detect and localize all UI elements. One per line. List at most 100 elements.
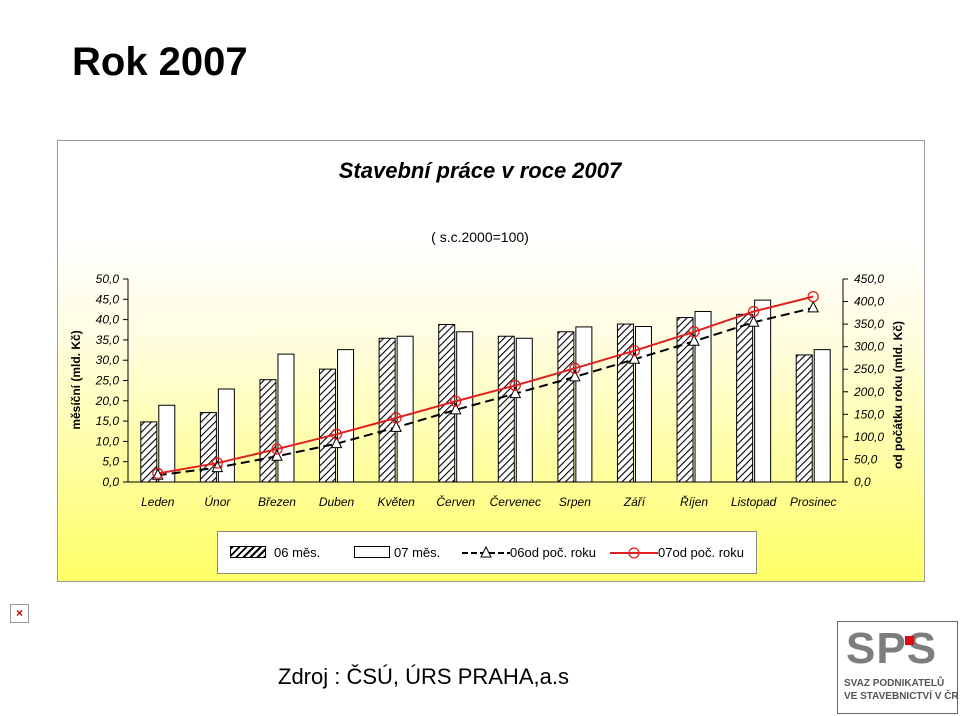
chart-subtitle: ( s.c.2000=100) xyxy=(431,229,529,245)
y-tick-label-right: 200,0 xyxy=(853,385,884,399)
legend-label-06-months: 06 měs. xyxy=(274,545,321,560)
legend-swatch-07-months xyxy=(354,546,390,558)
y-tick-label-left: 0,0 xyxy=(102,475,119,489)
marker-07-cumulative xyxy=(152,467,164,480)
logo-letters: SPS xyxy=(846,624,938,673)
marker-07-cumulative xyxy=(688,326,700,338)
x-tick-label: Leden xyxy=(141,495,175,509)
marker-06-cumulative xyxy=(688,334,700,346)
chart-legend: 06 měs. 07 měs. 06od poč. roku 07od poč.… xyxy=(217,531,757,574)
x-tick-label: Září xyxy=(623,495,647,509)
line-06-cumulative xyxy=(157,306,814,477)
logo-line-1: SVAZ PODNIKATELŮ xyxy=(844,678,945,689)
x-tick-label: Červen xyxy=(436,494,475,509)
y-tick-label-left: 15,0 xyxy=(96,414,120,428)
y-tick-label-left: 40,0 xyxy=(96,313,120,327)
marker-06-cumulative xyxy=(271,449,283,461)
bar-07 xyxy=(575,326,593,483)
y-tick-label-left: 30,0 xyxy=(96,353,120,367)
x-tick-label: Srpen xyxy=(559,495,591,509)
bar-06 xyxy=(259,379,277,483)
y-tick-label-left: 35,0 xyxy=(96,333,120,347)
y-tick-label-left: 10,0 xyxy=(96,434,120,448)
legend-label-07-cumulative: 07od poč. roku xyxy=(658,545,745,560)
bar-07 xyxy=(754,299,772,483)
bar-06 xyxy=(557,331,575,483)
bar-07 xyxy=(158,404,176,483)
bar-07 xyxy=(396,335,414,483)
legend-swatch-06-months xyxy=(230,546,266,558)
marker-07-cumulative xyxy=(211,457,224,469)
marker-07-cumulative xyxy=(450,395,462,407)
logo-red-square xyxy=(905,636,914,645)
marker-06-cumulative xyxy=(330,436,343,449)
bar-07 xyxy=(634,326,652,483)
y-tick-label-right: 50,0 xyxy=(854,452,878,466)
y-tick-label-right: 300,0 xyxy=(854,340,884,354)
y-tick-label-right: 450,0 xyxy=(854,272,884,286)
y-tick-label-left: 50,0 xyxy=(96,272,120,286)
x-tick-label: Únor xyxy=(204,494,231,509)
marker-07-cumulative xyxy=(569,362,581,374)
y-tick-label-left: 5,0 xyxy=(102,455,119,469)
y-tick-label-left: 45,0 xyxy=(96,292,120,306)
source-note: Zdroj : ČSÚ, ÚRS PRAHA,a.s xyxy=(278,664,569,689)
chart-title: Stavební práce v roce 2007 xyxy=(338,158,622,183)
marker-07-cumulative xyxy=(390,412,402,424)
line-07-cumulative xyxy=(157,295,814,475)
legend-swatch-07-cumulative xyxy=(610,547,658,559)
marker-06-cumulative xyxy=(509,386,522,399)
legend-swatch-06-cumulative xyxy=(462,545,510,558)
bar-06 xyxy=(795,354,813,483)
broken-image-icon: × xyxy=(10,604,29,623)
marker-06-cumulative xyxy=(569,369,581,382)
y-tick-label-left: 25,0 xyxy=(95,374,120,388)
x-tick-label: Březen xyxy=(258,495,296,509)
y-tick-label-right: 250,0 xyxy=(853,362,884,376)
x-tick-label: Duben xyxy=(319,495,355,509)
x-tick-label: Červenec xyxy=(490,494,541,509)
x-tick-label: Prosinec xyxy=(790,495,837,509)
y-tick-label-right: 350,0 xyxy=(854,317,884,331)
bar-07 xyxy=(277,353,295,483)
marker-07-cumulative xyxy=(807,290,819,303)
marker-06-cumulative xyxy=(807,300,820,313)
x-tick-label: Květen xyxy=(377,495,415,509)
bar-06 xyxy=(378,337,396,483)
bar-07 xyxy=(337,349,355,483)
logo-line-2: VE STAVEBNICTVÍ V ČR xyxy=(844,691,959,702)
bar-06 xyxy=(140,421,158,483)
bar-06 xyxy=(676,317,694,483)
y-tick-label-right: 100,0 xyxy=(854,430,884,444)
marker-07-cumulative xyxy=(330,428,343,440)
bar-07 xyxy=(694,310,712,483)
marker-06-cumulative xyxy=(628,352,641,364)
legend-label-07-months: 07 měs. xyxy=(394,545,441,560)
legend-label-06-cumulative: 06od poč. roku xyxy=(510,545,597,560)
bar-06 xyxy=(319,368,337,483)
bar-07 xyxy=(515,337,533,483)
marker-07-cumulative xyxy=(628,345,641,357)
marker-07-cumulative xyxy=(271,443,283,455)
y-tick-label-right: 150,0 xyxy=(854,407,884,421)
bar-07 xyxy=(217,388,235,483)
marker-07-cumulative xyxy=(509,379,521,392)
marker-06-cumulative xyxy=(151,468,164,480)
bar-07 xyxy=(813,349,831,483)
page-title: Rok 2007 xyxy=(72,40,248,84)
x-tick-label: Říjen xyxy=(680,494,708,509)
y-tick-label-right: 400,0 xyxy=(854,295,884,309)
marker-06-cumulative xyxy=(211,460,224,473)
marker-07-cumulative xyxy=(747,305,760,318)
y-tick-label-left: 20,0 xyxy=(95,394,120,408)
bar-06 xyxy=(736,313,754,483)
y-tick-label-right: 0,0 xyxy=(854,475,871,489)
y-axis-title-left: měsíční (mld. Kč) xyxy=(69,330,83,429)
marker-06-cumulative xyxy=(747,315,760,327)
y-axis-title-right: od počátku roku (mld. Kč) xyxy=(891,321,905,469)
chart-area xyxy=(57,140,925,582)
bar-06 xyxy=(497,335,515,483)
sps-logo: SPS SVAZ PODNIKATELŮ VE STAVEBNICTVÍ V Č… xyxy=(837,621,959,714)
marker-06-cumulative xyxy=(449,402,462,415)
